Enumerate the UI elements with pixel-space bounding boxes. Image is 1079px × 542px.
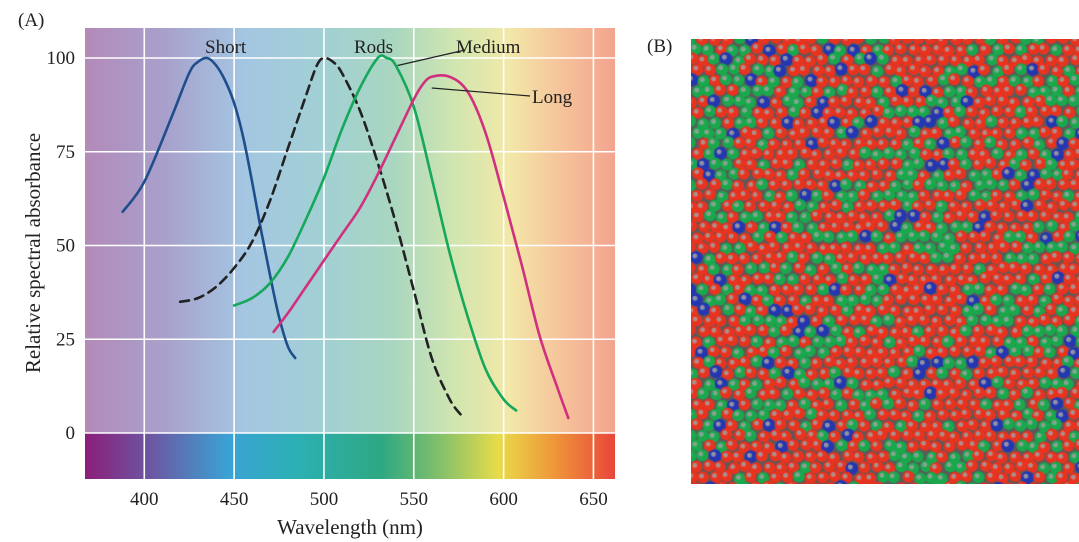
- series-line-medium: [232, 54, 518, 412]
- x-tick-400: 400: [130, 489, 159, 510]
- series-label-long: Long: [532, 87, 573, 108]
- y-tick-100: 100: [47, 48, 76, 69]
- x-tick-600: 600: [489, 489, 518, 510]
- x-tick-450: 450: [220, 489, 249, 510]
- series-labels: Short Rods Medium Long: [205, 37, 573, 108]
- leader-long: [431, 87, 531, 97]
- x-tick-500: 500: [310, 489, 339, 510]
- series-label-medium: Medium: [456, 37, 521, 58]
- y-tick-50: 50: [56, 236, 75, 257]
- series-line-long: [272, 74, 570, 420]
- y-axis-label: Relative spectral absorbance: [21, 133, 45, 373]
- x-tick-550: 550: [400, 489, 429, 510]
- y-tick-0: 0: [66, 423, 76, 444]
- leader-medium: [397, 49, 466, 67]
- curves: [121, 54, 570, 420]
- panel-b-label: (B): [647, 36, 672, 57]
- panel-a-label: (A): [18, 10, 44, 31]
- series-label-rods: Rods: [354, 37, 393, 58]
- spectrum-bar: [85, 433, 615, 479]
- ticks: 400 450 500 550 600 650 0 25 50 75 100: [47, 48, 608, 510]
- y-tick-75: 75: [56, 142, 75, 163]
- cone-mosaic-image: [691, 39, 1079, 484]
- series-line-short: [121, 56, 297, 360]
- x-tick-650: 650: [579, 489, 608, 510]
- series-line-rods: [178, 56, 462, 416]
- x-axis-label: Wavelength (nm): [277, 515, 423, 539]
- y-tick-25: 25: [56, 329, 75, 350]
- series-label-short: Short: [205, 37, 247, 58]
